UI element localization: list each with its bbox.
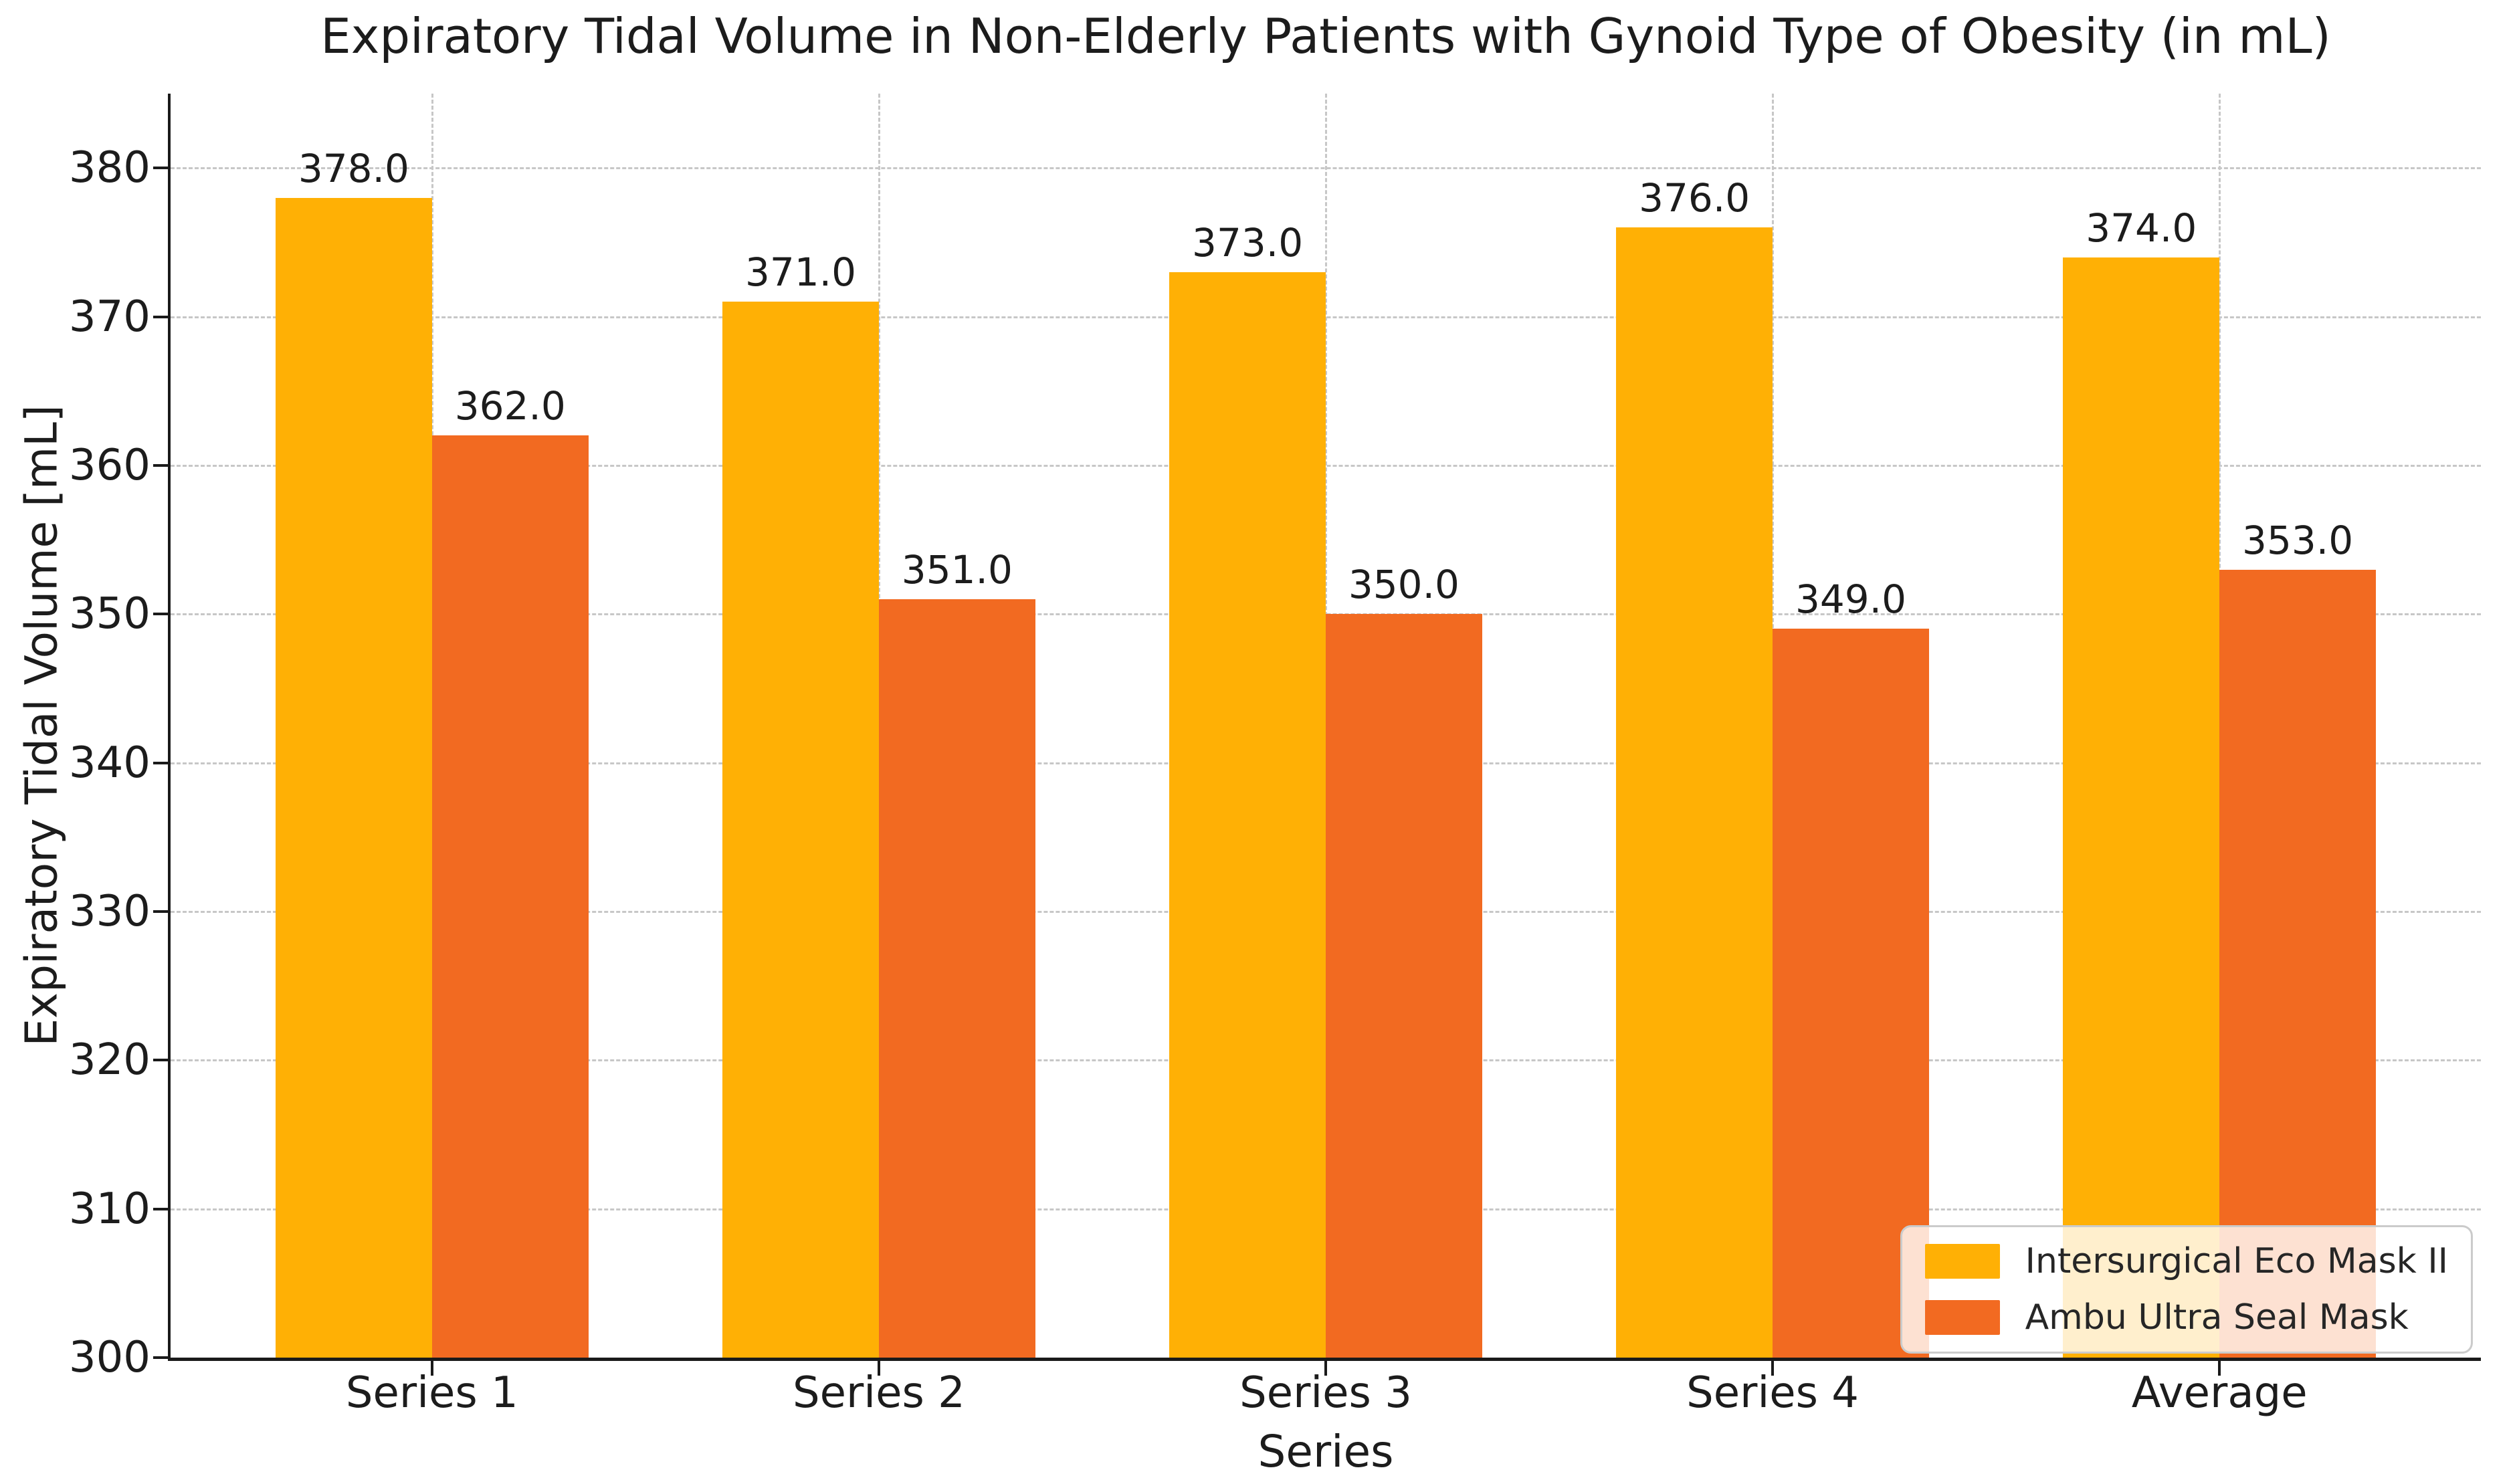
bar xyxy=(1616,227,1773,1358)
y-tick-mark xyxy=(153,1207,168,1210)
y-tick-label: 340 xyxy=(68,738,150,788)
y-tick-mark xyxy=(153,613,168,616)
legend-swatch-ambu-ultra-seal-mask xyxy=(1924,1300,2000,1335)
x-tick-mark xyxy=(877,1361,880,1376)
legend-label: Ambu Ultra Seal Mask xyxy=(2025,1297,2409,1338)
x-tick-mark xyxy=(1324,1361,1327,1376)
bar-value-label: 351.0 xyxy=(901,547,1013,593)
bar-value-label: 362.0 xyxy=(454,383,566,429)
bar-value-label: 373.0 xyxy=(1192,219,1304,266)
y-tick-mark xyxy=(153,910,168,913)
bar xyxy=(1326,614,1482,1358)
bar-value-label: 371.0 xyxy=(744,249,857,296)
y-tick-mark xyxy=(153,315,168,318)
y-tick-label: 370 xyxy=(68,292,150,342)
y-tick-label: 300 xyxy=(68,1333,150,1382)
legend-item: Intersurgical Eco Mask II xyxy=(1924,1241,2448,1281)
bar-value-label: 350.0 xyxy=(1348,562,1460,608)
bar xyxy=(1169,272,1326,1358)
x-tick-mark xyxy=(430,1361,433,1376)
bar-value-label: 374.0 xyxy=(2086,205,2197,251)
bar xyxy=(722,302,879,1358)
bar-value-label: 376.0 xyxy=(1639,175,1750,221)
x-tick-label: Series 2 xyxy=(792,1368,965,1418)
y-tick-mark xyxy=(153,1059,168,1062)
y-tick-mark xyxy=(153,167,168,170)
y-axis-spine xyxy=(168,94,171,1361)
bar xyxy=(431,435,589,1358)
y-tick-label: 360 xyxy=(68,440,150,490)
x-axis-label: Series xyxy=(1258,1426,1394,1477)
y-tick-mark xyxy=(153,463,168,467)
chart-title: Expiratory Tidal Volume in Non-Elderly P… xyxy=(320,8,2331,64)
y-tick-label: 380 xyxy=(68,143,150,193)
x-axis-spine xyxy=(168,1358,2481,1361)
x-tick-label: Series 3 xyxy=(1239,1368,1412,1418)
y-tick-mark xyxy=(153,761,168,764)
y-axis-label: Expiratory Tidal Volume [mL] xyxy=(15,405,68,1047)
bar xyxy=(2063,257,2220,1358)
bar xyxy=(276,197,432,1358)
bar-value-label: 378.0 xyxy=(298,145,409,191)
bar-value-label: 349.0 xyxy=(1795,576,1907,623)
y-tick-label: 320 xyxy=(68,1035,150,1085)
y-tick-mark xyxy=(153,1356,168,1359)
x-tick-label: Series 1 xyxy=(345,1368,518,1418)
y-tick-label: 350 xyxy=(68,589,150,639)
legend-item: Ambu Ultra Seal Mask xyxy=(1924,1297,2448,1338)
legend-swatch-intersurgical-eco-mask-ii xyxy=(1924,1244,2000,1279)
legend-label: Intersurgical Eco Mask II xyxy=(2025,1241,2448,1281)
bar-value-label: 353.0 xyxy=(2242,517,2354,563)
x-tick-label: Series 4 xyxy=(1686,1368,1859,1418)
x-tick-mark xyxy=(2218,1361,2221,1376)
bar xyxy=(878,599,1035,1358)
y-tick-label: 330 xyxy=(68,886,150,936)
y-tick-label: 310 xyxy=(68,1184,150,1234)
x-tick-label: Average xyxy=(2131,1368,2308,1418)
legend: Intersurgical Eco Mask II Ambu Ultra Sea… xyxy=(1900,1225,2473,1354)
x-tick-mark xyxy=(1771,1361,1775,1376)
